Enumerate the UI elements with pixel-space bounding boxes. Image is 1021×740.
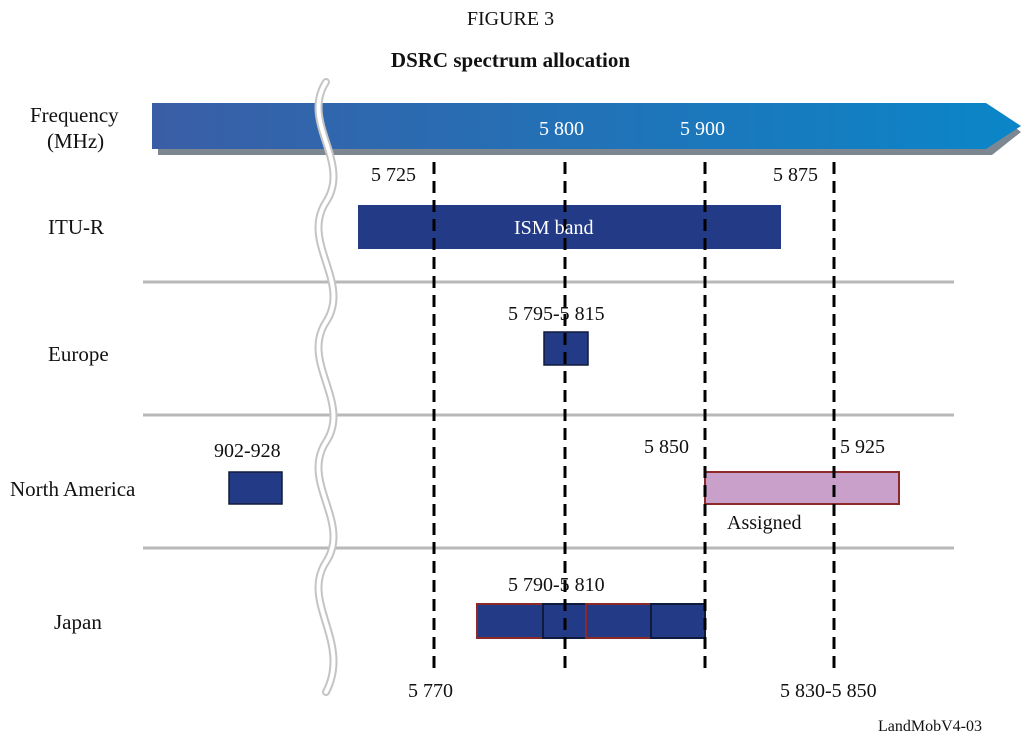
marker-label-5830-5850: 5 830-5 850	[780, 680, 877, 702]
japan-range-label: 5 790-5 810	[508, 574, 605, 596]
row-label-itu: ITU-R	[48, 215, 104, 239]
assigned-label: Assigned	[727, 512, 802, 534]
axis-break-core	[316, 80, 336, 694]
figure-source-code: LandMobV4-03	[878, 718, 982, 735]
europe-range-label: 5 795-5 815	[508, 303, 605, 325]
frequency-arrow	[152, 103, 1021, 149]
ism-band-bar	[358, 205, 781, 249]
japan-band-segment	[585, 603, 652, 639]
marker-label-5925: 5 925	[840, 436, 885, 458]
row-label-europe: Europe	[48, 342, 109, 366]
japan-band-segment	[650, 603, 706, 639]
axis-label-line2: (MHz)	[47, 129, 105, 153]
row-label-japan: Japan	[54, 610, 102, 634]
na-low-range-label: 902-928	[214, 440, 281, 462]
row-label-north-america: North America	[10, 477, 136, 501]
marker-label-5850: 5 850	[644, 436, 689, 458]
marker-label-5725: 5 725	[371, 164, 416, 186]
japan-band-segment	[476, 603, 544, 639]
axis-tick-5900: 5 900	[680, 118, 725, 140]
ism-band-label: ISM band	[514, 217, 594, 239]
marker-label-5875: 5 875	[773, 164, 818, 186]
axis-label-line1: Frequency	[30, 103, 119, 127]
na-low-band-bar	[228, 471, 283, 505]
figure-label: FIGURE 3	[466, 8, 555, 30]
marker-label-5770: 5 770	[408, 680, 453, 702]
figure-title: DSRC spectrum allocation	[390, 48, 631, 72]
assigned-band-bar	[704, 471, 900, 505]
europe-band-bar	[543, 331, 589, 366]
axis-tick-5800: 5 800	[539, 118, 584, 140]
